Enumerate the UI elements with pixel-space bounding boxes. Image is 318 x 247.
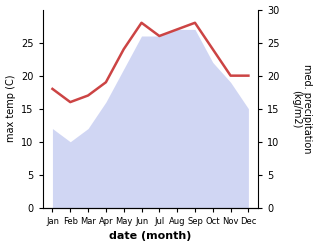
X-axis label: date (month): date (month) bbox=[109, 231, 192, 242]
Y-axis label: med. precipitation
(kg/m2): med. precipitation (kg/m2) bbox=[291, 64, 313, 153]
Y-axis label: max temp (C): max temp (C) bbox=[5, 75, 16, 143]
